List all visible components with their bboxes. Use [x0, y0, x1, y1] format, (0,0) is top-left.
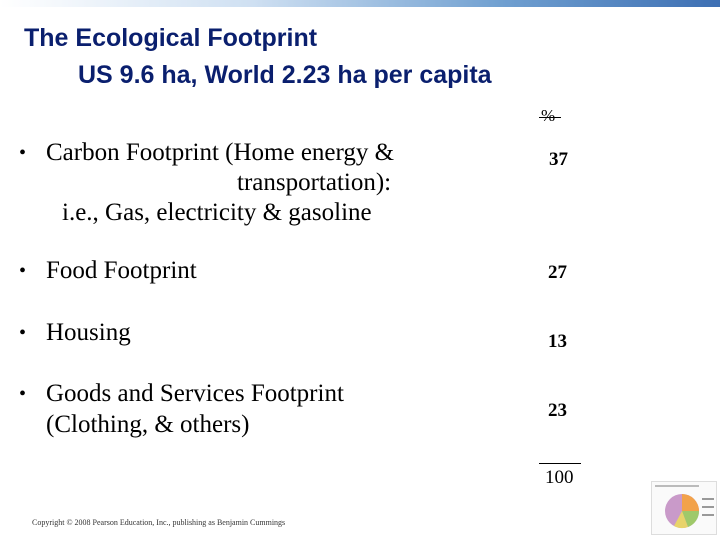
list-item-label: Food Footprint	[46, 257, 197, 284]
slide-title: The Ecological Footprint	[24, 24, 318, 52]
value-goods-services: 23	[548, 400, 567, 421]
value-carbon: 37	[549, 149, 568, 170]
bullet-icon: •	[19, 260, 27, 282]
total-rule	[539, 463, 581, 464]
total-value: 100	[545, 467, 574, 488]
bullet-icon: •	[19, 322, 27, 344]
bullet-icon: •	[19, 142, 27, 164]
percent-label: %	[541, 106, 556, 125]
pie-thumbnail-image	[651, 481, 717, 535]
pie-thumbnail-icon	[655, 485, 714, 529]
list-item-label: transportation):	[237, 169, 392, 196]
bullet-icon: •	[19, 383, 27, 405]
value-food: 27	[548, 262, 567, 283]
value-housing: 13	[548, 331, 567, 352]
copyright-notice: Copyright © 2008 Pearson Education, Inc.…	[32, 518, 286, 527]
header-strike-line	[539, 117, 561, 118]
list-item-label: i.e., Gas, electricity & gasoline	[62, 199, 372, 226]
list-item-label: (Clothing, & others)	[46, 411, 250, 438]
percent-column-header: %	[539, 106, 561, 126]
top-gradient-bar	[0, 0, 720, 7]
list-item-label: Goods and Services Footprint	[46, 380, 344, 407]
list-item-label: Housing	[46, 319, 131, 346]
list-item-label: Carbon Footprint (Home energy &	[46, 139, 395, 166]
slide-subtitle: US 9.6 ha, World 2.23 ha per capita	[78, 61, 492, 89]
